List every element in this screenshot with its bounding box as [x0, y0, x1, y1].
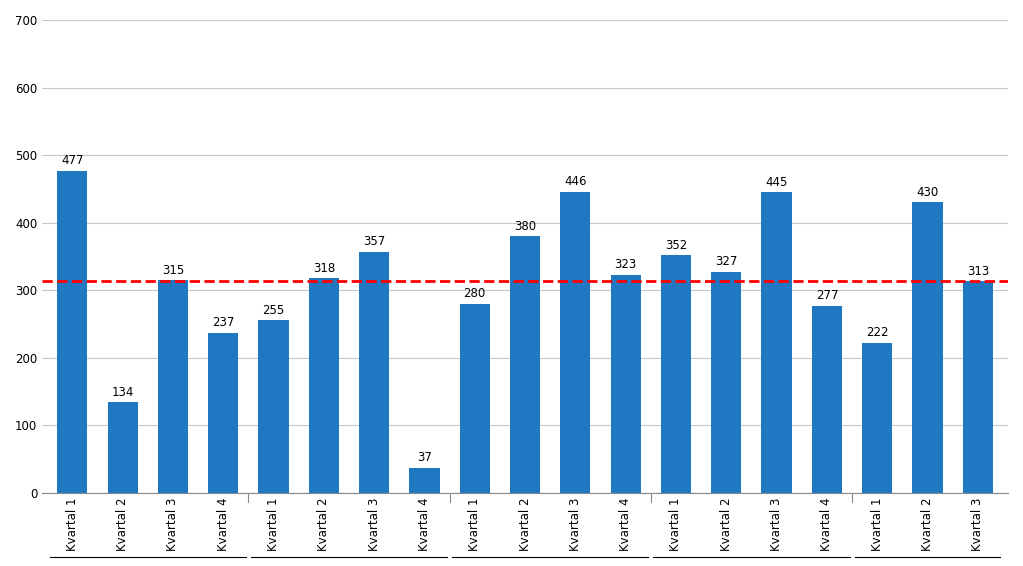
Bar: [561, 191, 590, 492]
Text: 477: 477: [61, 154, 84, 167]
Bar: [259, 320, 288, 492]
Text: 315: 315: [162, 264, 184, 277]
Bar: [913, 202, 942, 492]
Bar: [359, 252, 389, 492]
Text: 445: 445: [765, 176, 788, 189]
Text: 318: 318: [313, 261, 335, 275]
Text: 277: 277: [815, 289, 838, 302]
Text: 352: 352: [665, 239, 687, 252]
Bar: [57, 170, 87, 492]
Text: 280: 280: [463, 287, 486, 300]
Text: 222: 222: [865, 327, 888, 340]
Bar: [208, 333, 238, 492]
Bar: [459, 303, 490, 492]
Bar: [812, 306, 842, 492]
Text: 255: 255: [262, 304, 284, 317]
Bar: [761, 192, 792, 492]
Bar: [509, 236, 540, 492]
Text: 380: 380: [514, 220, 536, 233]
Text: 237: 237: [212, 316, 234, 329]
Text: 430: 430: [917, 186, 939, 199]
Bar: [661, 255, 692, 492]
Text: 446: 446: [564, 175, 586, 188]
Text: 313: 313: [967, 265, 989, 278]
Bar: [963, 281, 993, 492]
Bar: [409, 468, 440, 492]
Bar: [107, 402, 138, 492]
Text: 327: 327: [715, 255, 738, 268]
Text: 323: 323: [615, 258, 636, 271]
Bar: [862, 343, 892, 492]
Bar: [611, 275, 640, 492]
Bar: [711, 272, 742, 492]
Text: 37: 37: [417, 451, 432, 464]
Bar: [158, 280, 188, 492]
Bar: [309, 278, 339, 492]
Text: 134: 134: [112, 386, 134, 399]
Text: 357: 357: [363, 235, 386, 248]
